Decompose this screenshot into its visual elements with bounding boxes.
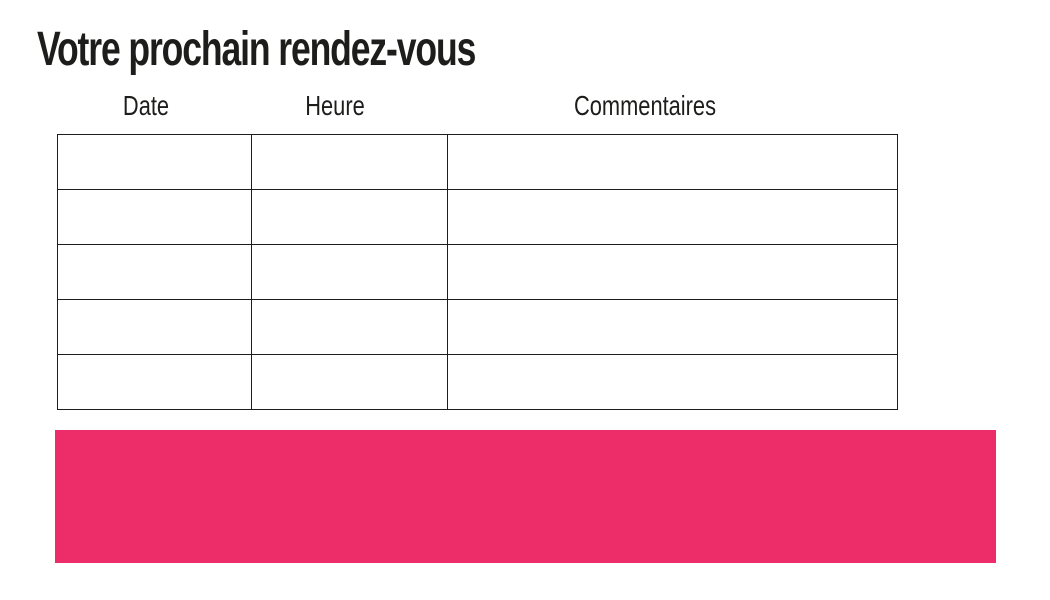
table-row	[57, 299, 898, 355]
table-row	[57, 189, 898, 245]
table-cell-date	[57, 354, 252, 410]
table-cell-commentaires	[447, 244, 898, 300]
appointment-table-body	[57, 134, 898, 410]
table-cell-heure	[251, 244, 448, 300]
table-cell-date	[57, 189, 252, 245]
table-cell-commentaires	[447, 299, 898, 355]
table-cell-commentaires	[447, 354, 898, 410]
table-cell-heure	[251, 134, 448, 190]
appointment-table	[57, 134, 898, 410]
table-cell-date	[57, 244, 252, 300]
table-cell-commentaires	[447, 189, 898, 245]
table-row	[57, 244, 898, 300]
table-cell-heure	[251, 354, 448, 410]
table-row	[57, 354, 898, 410]
table-row	[57, 134, 898, 190]
table-cell-heure	[251, 189, 448, 245]
table-cell-heure	[251, 299, 448, 355]
column-header-heure: Heure	[305, 90, 365, 121]
pink-banner	[55, 430, 996, 563]
table-cell-commentaires	[447, 134, 898, 190]
table-cell-date	[57, 134, 252, 190]
page-title: Votre prochain rendez-vous	[37, 23, 476, 76]
table-cell-date	[57, 299, 252, 355]
column-header-date: Date	[122, 90, 170, 121]
column-header-commentaires: Commentaires	[573, 90, 717, 121]
